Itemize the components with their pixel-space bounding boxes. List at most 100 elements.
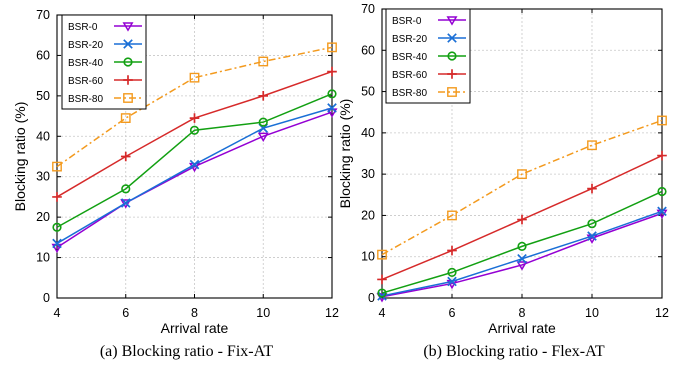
legend-entry: BSR-0 xyxy=(392,16,466,27)
legend-entry: BSR-40 xyxy=(392,51,466,63)
data-point xyxy=(189,113,200,123)
data-point xyxy=(189,159,200,170)
y-tick-label: 40 xyxy=(361,126,375,140)
legend-label: BSR-0 xyxy=(392,16,422,27)
series-bsr-20 xyxy=(52,103,337,249)
legend-label: BSR-20 xyxy=(392,34,427,45)
legend-label: BSR-40 xyxy=(68,58,103,69)
y-tick-label: 20 xyxy=(36,210,50,224)
y-tick-label: 0 xyxy=(43,291,50,305)
legend-marker xyxy=(446,16,458,26)
series-line xyxy=(381,190,663,294)
y-tick-label: 10 xyxy=(361,250,375,264)
legend-label: BSR-80 xyxy=(68,94,103,105)
data-point xyxy=(517,169,527,180)
x-tick-label: 10 xyxy=(256,306,270,320)
series-line xyxy=(56,46,333,168)
x-tick-label: 12 xyxy=(325,306,339,320)
data-point xyxy=(657,186,667,197)
y-axis-label: Blocking ratio (%) xyxy=(12,102,28,212)
chart-b: 0 10 20 30 40 50 60 70 4 6 8 10 12 Arrival rate Blocki… xyxy=(337,2,669,360)
series-bsr-80 xyxy=(377,115,667,260)
x-axis-label: Arrival rate xyxy=(161,320,229,336)
y-tick-label: 60 xyxy=(361,43,375,57)
x-tick-label: 4 xyxy=(379,306,386,320)
y-tick-label: 10 xyxy=(36,251,50,265)
legend-entry: BSR-20 xyxy=(392,33,466,45)
y-tick-label: 50 xyxy=(36,89,50,103)
x-tick-label: 6 xyxy=(122,306,129,320)
series-bsr-60 xyxy=(52,66,337,202)
legend-entry: BSR-20 xyxy=(68,39,142,51)
legend-marker xyxy=(123,93,133,103)
y-tick-label: 30 xyxy=(361,167,375,181)
x-tick-label: 8 xyxy=(519,306,526,320)
data-point xyxy=(52,192,62,202)
legend-entry: BSR-80 xyxy=(68,93,142,105)
y-tick-label: 40 xyxy=(36,129,50,143)
x-tick-label: 8 xyxy=(191,306,198,320)
y-tick-label: 30 xyxy=(36,170,50,184)
data-point xyxy=(447,210,457,221)
legend-label: BSR-0 xyxy=(68,22,98,33)
x-tick-label: 12 xyxy=(655,306,669,320)
data-point xyxy=(258,117,268,127)
series-line xyxy=(381,212,663,298)
data-point xyxy=(447,276,457,287)
y-tick-label: 70 xyxy=(36,8,50,22)
data-point xyxy=(657,115,667,126)
data-point xyxy=(657,206,667,217)
data-point xyxy=(258,91,269,101)
x-tick-label: 4 xyxy=(54,306,61,320)
chart-caption: (a) Blocking ratio - Fix-AT xyxy=(100,343,274,360)
data-point xyxy=(189,72,200,83)
data-point xyxy=(517,253,527,264)
y-tick-label: 70 xyxy=(361,2,375,16)
legend-entry: BSR-80 xyxy=(392,87,466,99)
series-bsr-60 xyxy=(377,150,667,285)
data-point xyxy=(189,125,200,135)
data-point xyxy=(447,267,457,278)
data-point xyxy=(327,89,337,99)
data-point xyxy=(517,214,527,225)
y-tick-label: 20 xyxy=(361,208,375,222)
legend: BSR-0 BSR-20 BSR-40 BSR-60 BSR-80 xyxy=(61,14,147,110)
legend-label: BSR-60 xyxy=(68,76,103,87)
data-point xyxy=(258,56,269,67)
data-point xyxy=(377,249,387,260)
legend-label: BSR-60 xyxy=(392,70,427,81)
chart-caption: (b) Blocking ratio - Flex-AT xyxy=(423,343,605,360)
series-bsr-80 xyxy=(52,42,337,172)
data-point xyxy=(120,113,131,123)
data-point xyxy=(587,140,597,151)
legend: BSR-0 BSR-20 BSR-40 BSR-60 BSR-80 xyxy=(385,8,471,104)
data-point xyxy=(327,66,337,77)
series-line xyxy=(381,119,663,256)
legend-marker xyxy=(123,39,133,49)
legend-marker xyxy=(123,57,133,67)
series-bsr-20 xyxy=(377,206,667,301)
legend-label: BSR-80 xyxy=(392,88,427,99)
x-axis-label: Arrival rate xyxy=(488,320,556,336)
x-tick-label: 6 xyxy=(449,306,456,320)
data-point xyxy=(327,103,337,113)
legend-marker xyxy=(447,87,457,97)
data-point xyxy=(447,245,457,256)
plot-frame xyxy=(56,14,333,299)
y-axis-label: Blocking ratio (%) xyxy=(337,99,353,209)
legend-marker xyxy=(447,69,457,79)
data-point xyxy=(121,184,131,194)
data-point xyxy=(587,219,597,229)
data-point xyxy=(52,222,62,232)
series-bsr-40 xyxy=(52,89,337,232)
legend-marker xyxy=(447,33,457,43)
x-tick-label: 10 xyxy=(585,306,599,320)
data-point xyxy=(120,198,131,208)
data-point xyxy=(377,291,387,301)
data-point xyxy=(377,288,387,298)
series-line xyxy=(56,93,333,228)
data-point xyxy=(517,241,527,251)
data-point xyxy=(516,261,528,271)
y-tick-label: 60 xyxy=(36,48,50,62)
data-point xyxy=(657,150,667,161)
